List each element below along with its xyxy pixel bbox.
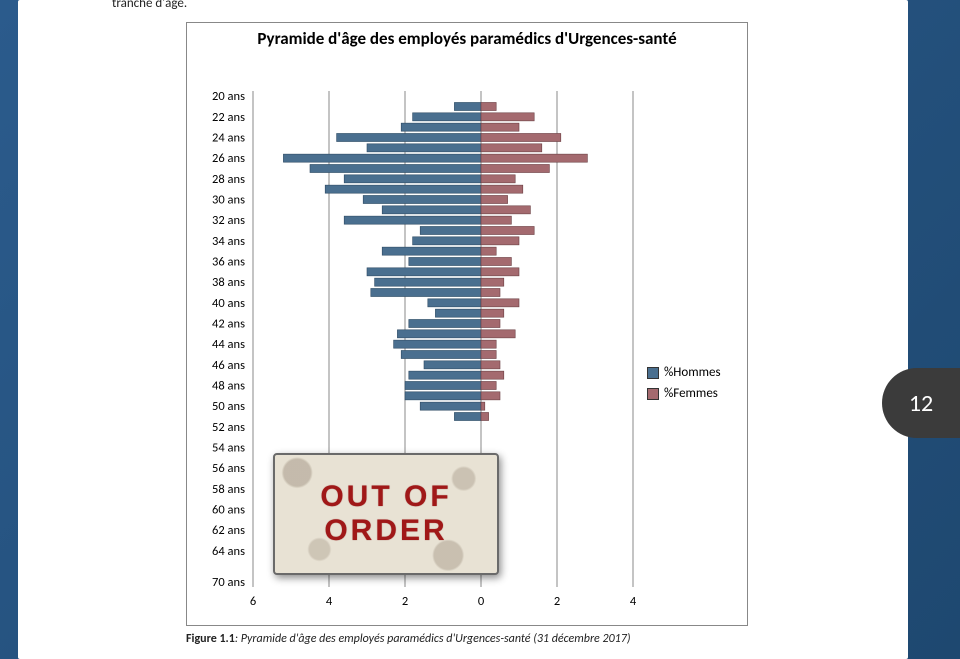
page-number-badge: 12 [882, 368, 960, 438]
svg-text:2: 2 [402, 594, 408, 609]
svg-text:44 ans: 44 ans [212, 337, 245, 352]
out-of-order-sign: OUT OF ORDER [273, 453, 499, 575]
chart-legend: %Hommes %Femmes [647, 365, 721, 407]
svg-text:24 ans: 24 ans [212, 131, 245, 146]
svg-text:22 ans: 22 ans [212, 110, 245, 125]
svg-text:38 ans: 38 ans [212, 275, 245, 290]
svg-text:32 ans: 32 ans [212, 213, 245, 228]
text-fragment: tranche d'âge. [112, 0, 187, 11]
svg-text:50 ans: 50 ans [212, 399, 245, 414]
svg-text:36 ans: 36 ans [212, 255, 245, 270]
svg-text:64 ans: 64 ans [212, 544, 245, 559]
legend-item-femmes: %Femmes [647, 386, 721, 401]
svg-text:34 ans: 34 ans [212, 234, 245, 249]
svg-text:52 ans: 52 ans [212, 420, 245, 435]
svg-text:54 ans: 54 ans [212, 441, 245, 456]
document-page: tranche d'âge. Pyramide d'âge des employ… [18, 0, 908, 659]
legend-label-femmes: %Femmes [664, 386, 718, 401]
svg-text:58 ans: 58 ans [212, 482, 245, 497]
figure-caption: Figure 1.1: Pyramide d'âge des employés … [186, 632, 630, 646]
svg-text:56 ans: 56 ans [212, 461, 245, 476]
chart-title: Pyramide d'âge des employés paramédics d… [187, 29, 747, 49]
svg-text:26 ans: 26 ans [212, 151, 245, 166]
page-number: 12 [909, 389, 933, 418]
caption-prefix: Figure 1.1 [186, 632, 235, 646]
caption-text: : Pyramide d'âge des employés paramédics… [235, 632, 631, 646]
svg-text:4: 4 [326, 594, 333, 609]
sign-line-1: OUT OF [320, 480, 451, 515]
svg-text:48 ans: 48 ans [212, 379, 245, 394]
svg-text:2: 2 [554, 594, 560, 609]
svg-text:6: 6 [250, 594, 256, 609]
svg-text:30 ans: 30 ans [212, 193, 245, 208]
svg-text:60 ans: 60 ans [212, 503, 245, 518]
svg-text:40 ans: 40 ans [212, 296, 245, 311]
legend-swatch-femmes [647, 388, 659, 400]
svg-text:70 ans: 70 ans [212, 575, 245, 590]
svg-text:20 ans: 20 ans [212, 89, 245, 104]
svg-text:4: 4 [630, 594, 637, 609]
svg-text:0: 0 [478, 594, 485, 609]
svg-text:46 ans: 46 ans [212, 358, 245, 373]
svg-text:42 ans: 42 ans [212, 317, 245, 332]
pyramid-chart: Pyramide d'âge des employés paramédics d… [186, 22, 748, 626]
legend-item-hommes: %Hommes [647, 365, 721, 380]
svg-text:28 ans: 28 ans [212, 172, 245, 187]
svg-text:62 ans: 62 ans [212, 523, 245, 538]
sign-line-2: ORDER [324, 514, 447, 549]
legend-label-hommes: %Hommes [664, 365, 721, 380]
legend-swatch-hommes [647, 367, 659, 379]
